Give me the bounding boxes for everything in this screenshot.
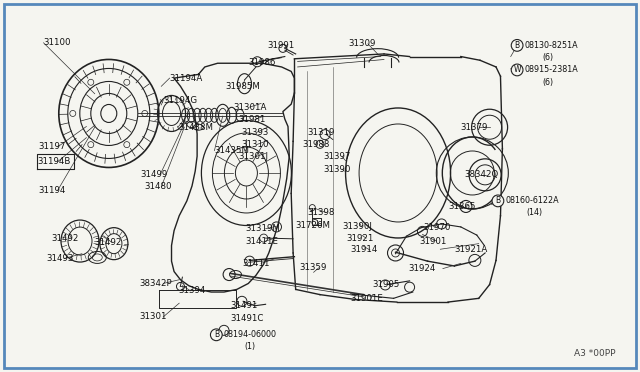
Text: 31985M: 31985M — [225, 82, 260, 91]
Text: 31398: 31398 — [307, 208, 335, 217]
Text: 31480: 31480 — [144, 182, 172, 191]
Text: 38342Q: 38342Q — [464, 170, 499, 179]
Text: 31194B: 31194B — [37, 157, 70, 166]
Text: 31397: 31397 — [323, 153, 351, 161]
Text: 08160-6122A: 08160-6122A — [506, 196, 559, 205]
Text: 31921A: 31921A — [454, 245, 488, 254]
Text: 08915-2381A: 08915-2381A — [525, 65, 579, 74]
Text: (1): (1) — [244, 342, 255, 351]
Text: 31491C: 31491C — [230, 314, 264, 323]
Text: 31301J: 31301J — [238, 153, 268, 161]
Text: 31981: 31981 — [239, 115, 266, 124]
Text: 31411E: 31411E — [246, 237, 279, 246]
Text: 31393: 31393 — [241, 128, 269, 137]
Text: 31319: 31319 — [307, 128, 335, 137]
Text: 31390: 31390 — [323, 165, 351, 174]
Text: 31492: 31492 — [51, 234, 79, 243]
Text: W: W — [513, 65, 521, 74]
Text: 31194: 31194 — [38, 186, 66, 195]
Text: 31194A: 31194A — [170, 74, 203, 83]
Text: 31310: 31310 — [241, 140, 269, 149]
Text: 31359: 31359 — [300, 263, 327, 272]
Text: 31365: 31365 — [448, 202, 476, 211]
Text: 31411: 31411 — [242, 259, 269, 268]
Text: 31379: 31379 — [461, 123, 488, 132]
Text: 31100: 31100 — [44, 38, 71, 47]
Text: 31991: 31991 — [268, 41, 295, 50]
Text: 31438M: 31438M — [178, 123, 213, 132]
Text: 31194G: 31194G — [163, 96, 197, 105]
Text: 31499: 31499 — [141, 170, 168, 179]
Text: 31901: 31901 — [419, 237, 447, 246]
Text: 31901E: 31901E — [351, 294, 383, 303]
Text: 08194-06000: 08194-06000 — [224, 330, 277, 339]
Text: 31924: 31924 — [408, 264, 436, 273]
Text: 38342P: 38342P — [140, 279, 172, 288]
Text: 31921: 31921 — [347, 234, 374, 243]
Text: (6): (6) — [543, 78, 554, 87]
Text: 31491: 31491 — [230, 301, 258, 310]
Text: 31988: 31988 — [302, 140, 330, 149]
Text: 31970: 31970 — [424, 223, 451, 232]
Text: B: B — [214, 330, 219, 339]
Text: 31301: 31301 — [140, 312, 167, 321]
Text: 31394: 31394 — [178, 286, 205, 295]
Text: 31986: 31986 — [248, 58, 276, 67]
Text: 31905: 31905 — [372, 280, 400, 289]
Text: 31492: 31492 — [95, 238, 122, 247]
Text: 31301A: 31301A — [234, 103, 267, 112]
Text: (14): (14) — [526, 208, 542, 217]
Text: 31435M: 31435M — [214, 146, 250, 155]
Text: 31390J: 31390J — [342, 222, 372, 231]
Text: 08130-8251A: 08130-8251A — [525, 41, 579, 50]
Text: B: B — [515, 41, 520, 50]
Text: 31309: 31309 — [349, 39, 376, 48]
Text: 31319M: 31319M — [246, 224, 280, 233]
Text: A3 *00PP: A3 *00PP — [574, 349, 616, 358]
Text: B: B — [495, 196, 500, 205]
Text: 31493: 31493 — [46, 254, 74, 263]
Text: 31197: 31197 — [38, 142, 66, 151]
Text: (6): (6) — [543, 53, 554, 62]
Text: 31914: 31914 — [351, 246, 378, 254]
Text: 31726M: 31726M — [296, 221, 331, 230]
